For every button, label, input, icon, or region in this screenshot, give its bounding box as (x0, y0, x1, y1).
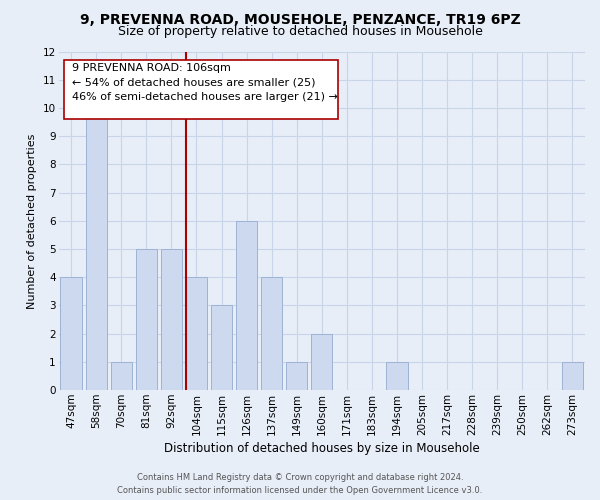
Bar (562, 362, 583, 390)
Bar (136, 249, 157, 390)
Bar (86, 108, 107, 390)
Text: Contains HM Land Registry data © Crown copyright and database right 2024.
Contai: Contains HM Land Registry data © Crown c… (118, 474, 482, 495)
Bar (161, 249, 182, 390)
Bar (286, 362, 307, 390)
Bar (61, 278, 82, 390)
Bar (261, 278, 283, 390)
X-axis label: Distribution of detached houses by size in Mousehole: Distribution of detached houses by size … (164, 442, 479, 455)
Bar (186, 278, 207, 390)
Bar (311, 334, 332, 390)
Bar (211, 306, 232, 390)
Y-axis label: Number of detached properties: Number of detached properties (27, 133, 37, 308)
Bar (110, 362, 132, 390)
Bar (236, 221, 257, 390)
Bar (386, 362, 407, 390)
Text: 9, PREVENNA ROAD, MOUSEHOLE, PENZANCE, TR19 6PZ: 9, PREVENNA ROAD, MOUSEHOLE, PENZANCE, T… (80, 12, 520, 26)
Text: 9 PREVENNA ROAD: 106sqm
← 54% of detached houses are smaller (25)
46% of semi-de: 9 PREVENNA ROAD: 106sqm ← 54% of detache… (72, 64, 338, 102)
FancyBboxPatch shape (64, 60, 338, 119)
Text: Size of property relative to detached houses in Mousehole: Size of property relative to detached ho… (118, 25, 482, 38)
